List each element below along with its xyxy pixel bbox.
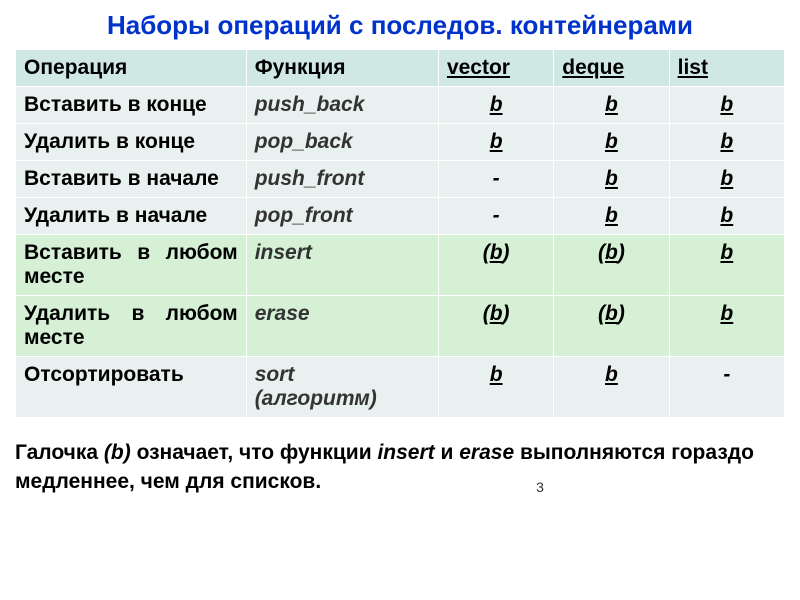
cell-function: push_back — [246, 87, 438, 124]
cell-operation: Удалить в конце — [16, 124, 247, 161]
cell-operation: Вставить в любом месте — [16, 235, 247, 296]
cell-vector: b — [438, 357, 553, 418]
cell-vector: b — [438, 87, 553, 124]
cell-deque: b — [554, 357, 669, 418]
table-row: Удалить в концеpop_backbbb — [16, 124, 785, 161]
cell-deque: b — [554, 198, 669, 235]
cell-list: - — [669, 357, 784, 418]
cell-function: push_front — [246, 161, 438, 198]
footnote-insert: insert — [377, 441, 434, 464]
page-title: Наборы операций с последов. контейнерами — [15, 10, 785, 41]
cell-vector: (b) — [438, 235, 553, 296]
table-row: Вставить в любом местеinsert(b)(b)b — [16, 235, 785, 296]
footnote-text-2: означает, что функции — [131, 441, 378, 464]
cell-function: insert — [246, 235, 438, 296]
cell-function: pop_front — [246, 198, 438, 235]
cell-deque: (b) — [554, 296, 669, 357]
cell-function: pop_back — [246, 124, 438, 161]
cell-operation: Вставить в конце — [16, 87, 247, 124]
cell-deque: b — [554, 161, 669, 198]
cell-function: erase — [246, 296, 438, 357]
table-row: Отсортироватьsort(алгоритм)bb- — [16, 357, 785, 418]
header-function: Функция — [246, 50, 438, 87]
cell-list: b — [669, 87, 784, 124]
page-number: 3 — [295, 479, 785, 495]
cell-vector: b — [438, 124, 553, 161]
header-deque: deque — [554, 50, 669, 87]
cell-deque: (b) — [554, 235, 669, 296]
cell-vector: (b) — [438, 296, 553, 357]
cell-vector: - — [438, 198, 553, 235]
cell-deque: b — [554, 124, 669, 161]
footnote-text-1: Галочка — [15, 441, 104, 464]
table-row: Вставить в концеpush_backbbb — [16, 87, 785, 124]
header-operation: Операция — [16, 50, 247, 87]
cell-operation: Удалить в начале — [16, 198, 247, 235]
cell-operation: Отсортировать — [16, 357, 247, 418]
table-row: Удалить в любом местеerase(b)(b)b — [16, 296, 785, 357]
footnote-text-3: и — [435, 441, 460, 464]
cell-operation: Удалить в любом месте — [16, 296, 247, 357]
header-vector: vector — [438, 50, 553, 87]
cell-list: b — [669, 235, 784, 296]
cell-function: sort(алгоритм) — [246, 357, 438, 418]
table-row: Удалить в началеpop_front-bb — [16, 198, 785, 235]
footnote-b: (b) — [104, 441, 131, 464]
cell-deque: b — [554, 87, 669, 124]
table-row: Вставить в началеpush_front-bb — [16, 161, 785, 198]
operations-table: Операция Функция vector deque list Встав… — [15, 49, 785, 418]
cell-list: b — [669, 198, 784, 235]
cell-list: b — [669, 296, 784, 357]
table-header-row: Операция Функция vector deque list — [16, 50, 785, 87]
footnote-erase: erase — [459, 441, 514, 464]
cell-operation: Вставить в начале — [16, 161, 247, 198]
cell-vector: - — [438, 161, 553, 198]
header-list: list — [669, 50, 784, 87]
cell-list: b — [669, 124, 784, 161]
cell-list: b — [669, 161, 784, 198]
